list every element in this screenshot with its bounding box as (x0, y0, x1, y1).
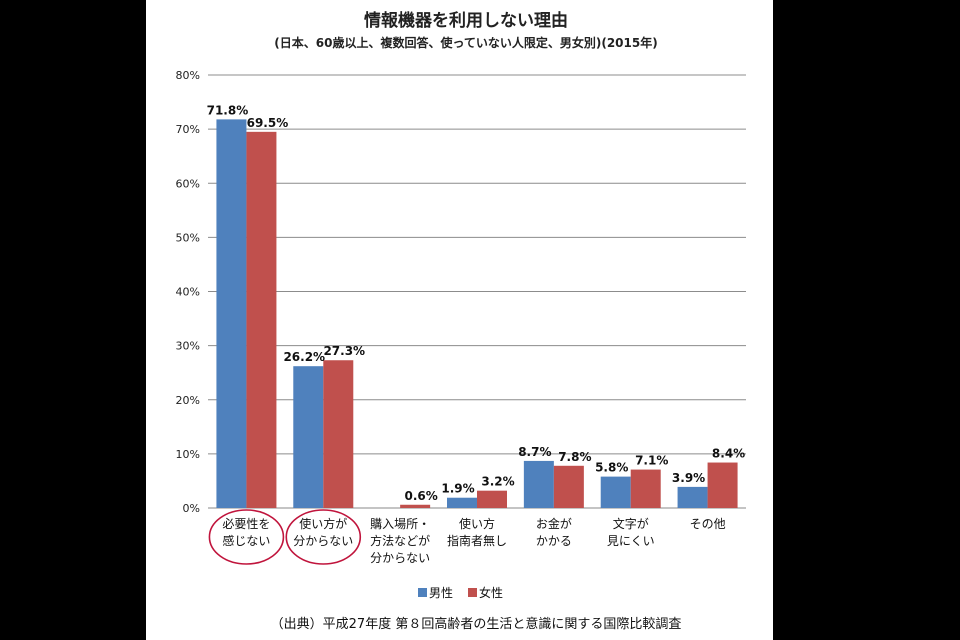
y-axis-ticks: 0% 10% 20% 30% 40% 50% 60% 70% 80% (176, 69, 200, 515)
category-label: 使い方 (459, 516, 495, 531)
data-label: 1.9% (441, 482, 474, 496)
bar-male (600, 476, 631, 508)
highlight-circle (208, 509, 285, 565)
chart-subtitle: (日本、60歳以上、複数回答、使っていない人限定、男女別)(2015年) (274, 35, 657, 50)
data-label: 5.8% (595, 461, 628, 475)
bar-female (630, 469, 661, 508)
legend-label: 女性 (479, 585, 503, 600)
bar-male (523, 460, 554, 508)
data-label: 8.4% (712, 447, 745, 461)
bar-female (553, 465, 584, 508)
bar-female (477, 490, 507, 508)
data-labels: 71.8%69.5% 26.2%27.3% 0.6%1.9% 3.2% 8.7% 7.8%… (207, 103, 746, 502)
data-label: 3.2% (481, 475, 514, 489)
category-label: 購入場所・ (370, 517, 430, 531)
bar-male (293, 366, 324, 508)
data-label: 69.5% (247, 116, 289, 130)
data-label: 26.2% (283, 350, 325, 364)
category-label: 使い方が (299, 516, 347, 531)
gridlines (208, 74, 746, 509)
category-label: 分からない (370, 551, 430, 565)
bar-female (246, 131, 277, 509)
y-tick-label: 30% (176, 340, 200, 353)
data-label: 7.8% (558, 450, 591, 464)
chart-panel: 情報機器を利用しない理由 (日本、60歳以上、複数回答、使っていない人限定、男女… (146, 0, 773, 640)
bar-female (400, 504, 431, 508)
highlight-circles (208, 509, 362, 565)
category-label: 必要性を (222, 517, 270, 531)
legend-swatch (418, 588, 427, 597)
category-label: 分からない (293, 534, 353, 548)
category-label: 感じない (222, 533, 270, 548)
category-label: かかる (536, 534, 572, 548)
category-label: 文字が (613, 516, 649, 531)
category-label: 指南者無し (447, 533, 507, 548)
y-tick-label: 80% (176, 69, 200, 82)
y-tick-label: 0% (183, 502, 200, 515)
source-note: （出典）平成27年度 第８回高齢者の生活と意識に関する国際比較調査 (271, 616, 682, 632)
legend-swatch (468, 588, 477, 597)
category-label: 見にくい (607, 534, 655, 548)
bar-chart: 情報機器を利用しない理由 (日本、60歳以上、複数回答、使っていない人限定、男女… (176, 10, 746, 632)
category-label: お金が (536, 516, 572, 531)
data-label: 71.8% (207, 103, 249, 117)
bar-female (323, 360, 354, 508)
y-tick-label: 60% (176, 177, 200, 190)
y-tick-label: 10% (176, 448, 200, 461)
bars (216, 119, 738, 509)
x-axis-categories: 必要性を感じない使い方が分からない購入場所・方法などが分からない使い方指南者無し… (222, 516, 725, 565)
y-tick-label: 20% (176, 394, 200, 407)
data-label: 27.3% (323, 344, 365, 358)
highlight-circle (285, 509, 362, 565)
data-label: 7.1% (635, 454, 668, 468)
bar-female (707, 462, 738, 508)
legend-label: 男性 (429, 586, 453, 600)
category-label: その他 (690, 517, 726, 531)
category-label: 方法などが (370, 533, 430, 548)
data-label: 3.9% (672, 471, 705, 485)
data-label: 0.6% (405, 489, 438, 503)
y-tick-label: 50% (176, 231, 200, 244)
y-tick-label: 40% (176, 286, 200, 299)
y-tick-label: 70% (176, 123, 200, 136)
chart-title: 情報機器を利用しない理由 (364, 10, 568, 31)
legend: 男性 女性 (418, 585, 503, 600)
data-label: 8.7% (518, 445, 551, 459)
bar-male (677, 486, 708, 508)
bar-male (447, 497, 477, 508)
bar-male (216, 119, 247, 508)
